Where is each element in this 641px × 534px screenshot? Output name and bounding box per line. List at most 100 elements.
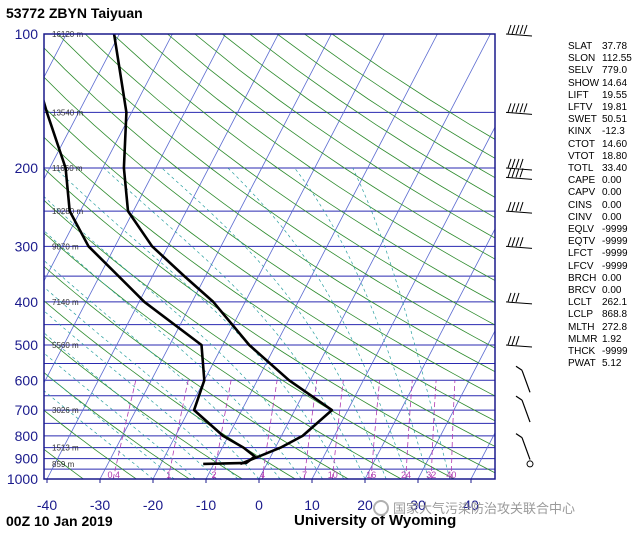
index-name: CTOT <box>568 138 596 150</box>
pressure-tick-label: 1000 <box>7 471 38 487</box>
index-name: TOTL <box>568 163 594 175</box>
isotherm-line <box>44 34 173 282</box>
wind-barb <box>515 433 531 460</box>
moist-adiabat-line <box>44 230 302 479</box>
height-label: 3026 m <box>52 406 79 415</box>
moist-adiabat-line <box>227 167 408 479</box>
index-value: 18.80 <box>602 150 628 162</box>
index-value: 19.55 <box>602 89 628 101</box>
dry-adiabat-line <box>44 409 137 479</box>
index-name: SHOW <box>568 77 600 89</box>
index-value: 0.00 <box>602 285 622 297</box>
mixing-ratio-line <box>370 380 381 479</box>
temperature-tick-label: -20 <box>143 497 163 513</box>
grid-lines <box>0 34 495 479</box>
temperature-tick-label: 0 <box>255 497 263 513</box>
mixing-ratio-line <box>112 380 137 479</box>
mixing-ratio-label: 24 <box>401 470 411 480</box>
index-row: PWAT 5.12 <box>568 358 632 370</box>
dry-adiabat-line <box>194 34 495 239</box>
index-name: SWET <box>568 114 597 126</box>
index-row: LFCV -9999 <box>568 261 632 273</box>
moist-adiabat-line <box>44 352 196 479</box>
moist-adiabat-line <box>44 286 260 479</box>
index-value: 272.8 <box>602 321 628 333</box>
index-value: 19.81 <box>602 102 628 114</box>
index-name: PWAT <box>568 358 596 370</box>
height-label: 13540 m <box>52 108 83 117</box>
moist-adiabat-line <box>55 167 345 479</box>
index-name: LFCV <box>568 260 594 272</box>
mixing-ratio-label: 16 <box>366 470 376 480</box>
index-name: LCLT <box>568 297 592 309</box>
index-name: BRCV <box>568 285 596 297</box>
index-row: LFCT -9999 <box>568 248 632 260</box>
dewpoint-profile-line <box>44 97 257 466</box>
index-name: LIFT <box>568 89 589 101</box>
index-row: TOTL 33.40 <box>568 163 632 175</box>
isotherm-line <box>0 34 13 479</box>
mixing-ratio-label: 32 <box>426 470 436 480</box>
pressure-tick-label: 600 <box>15 372 39 388</box>
dry-adiabat-line <box>222 34 495 219</box>
pressure-tick-label: 500 <box>15 337 39 353</box>
temperature-tick-label: 30 <box>410 497 426 513</box>
index-value: 868.8 <box>602 309 628 321</box>
index-name: LCLP <box>568 309 594 321</box>
index-name: CINV <box>568 211 592 223</box>
pressure-tick-label: 700 <box>15 402 39 418</box>
index-value: 0.00 <box>602 211 622 223</box>
isotherm-line <box>417 330 495 479</box>
wind-barb <box>505 335 533 348</box>
index-name: SLAT <box>568 41 593 52</box>
index-row: BRCH 0.00 <box>568 273 632 285</box>
dry-adiabat-line <box>57 34 495 349</box>
isotherm-line <box>311 126 495 479</box>
watermark-text: 国家大气污染防治攻关联合中心 <box>393 502 576 517</box>
wind-barb <box>505 237 533 249</box>
index-row: CAPE 0.00 <box>568 175 632 187</box>
temperature-tick-label: 20 <box>357 497 373 513</box>
dry-adiabat-line <box>44 76 495 397</box>
dry-adiabat-line <box>44 372 190 479</box>
index-row: MLMR 1.92 <box>568 334 632 346</box>
wind-barb <box>505 24 533 37</box>
index-value: 1.92 <box>602 333 622 345</box>
isotherm-line <box>205 34 438 479</box>
mixing-ratio-line <box>332 380 344 479</box>
wind-barb <box>505 201 533 214</box>
index-row: THCK -9999 <box>568 346 632 358</box>
index-name: BRCH <box>568 272 597 284</box>
index-name: SLON <box>568 53 596 65</box>
index-row: EQTV -9999 <box>568 236 632 248</box>
dry-adiabat-line <box>44 106 495 422</box>
mixing-ratio-line <box>430 380 437 479</box>
wechat-icon <box>373 499 389 516</box>
index-value: 0.00 <box>602 187 622 199</box>
index-value: 0.00 <box>602 175 622 187</box>
index-name: EQTV <box>568 236 596 248</box>
wind-barb <box>515 365 531 393</box>
index-value: 14.64 <box>602 77 628 89</box>
sounding-profiles <box>44 34 334 466</box>
pressure-tick-label: 100 <box>15 26 39 42</box>
index-value: 5.12 <box>602 358 622 370</box>
index-row: SLON 112.55 <box>568 53 632 65</box>
mixing-ratio-line <box>167 380 189 479</box>
isotherm-line <box>99 34 332 479</box>
index-name: LFTV <box>568 102 593 114</box>
dry-adiabat-line <box>44 47 495 373</box>
pressure-tick-label: 300 <box>15 238 39 254</box>
index-name: MLTH <box>568 321 595 333</box>
index-name: VTOT <box>568 150 595 162</box>
index-value: -9999 <box>602 236 628 248</box>
index-row: CAPV 0.00 <box>568 187 632 199</box>
index-value: 112.55 <box>602 53 632 65</box>
index-row: CINV 0.00 <box>568 212 632 224</box>
index-value: -9999 <box>602 248 628 260</box>
index-row: LCLP 868.8 <box>568 309 632 321</box>
wind-barb <box>505 103 533 115</box>
index-value: 14.60 <box>602 138 628 150</box>
pressure-tick-label: 400 <box>15 294 39 310</box>
mixing-ratio-line <box>303 380 318 479</box>
